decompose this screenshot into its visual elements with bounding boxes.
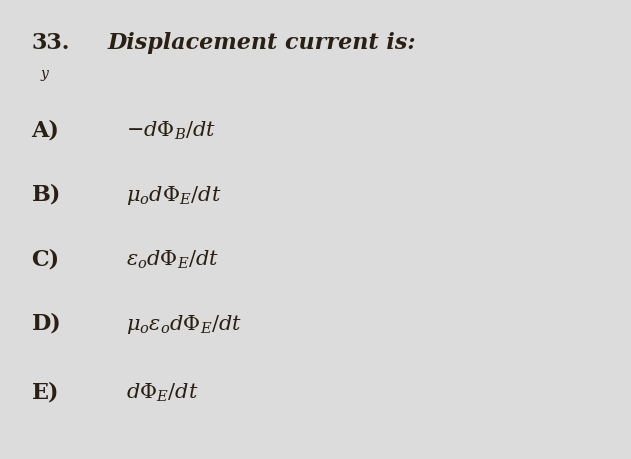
Text: $-d\Phi_B/dt$: $-d\Phi_B/dt$ [126, 119, 216, 141]
Text: C): C) [32, 248, 60, 270]
Text: $\varepsilon_o d\Phi_E/dt$: $\varepsilon_o d\Phi_E/dt$ [126, 248, 220, 270]
Text: A): A) [32, 119, 59, 141]
Text: B): B) [32, 184, 61, 206]
Text: Displacement current is:: Displacement current is: [107, 32, 416, 54]
Text: $\mu_o\varepsilon_o d\Phi_E/dt$: $\mu_o\varepsilon_o d\Phi_E/dt$ [126, 312, 242, 335]
Text: y: y [41, 67, 49, 80]
Text: 33.: 33. [32, 32, 70, 54]
Text: $d\Phi_E/dt$: $d\Phi_E/dt$ [126, 381, 199, 403]
Text: $\mu_o d\Phi_E/dt$: $\mu_o d\Phi_E/dt$ [126, 184, 222, 207]
Text: D): D) [32, 312, 61, 334]
Text: E): E) [32, 381, 59, 403]
